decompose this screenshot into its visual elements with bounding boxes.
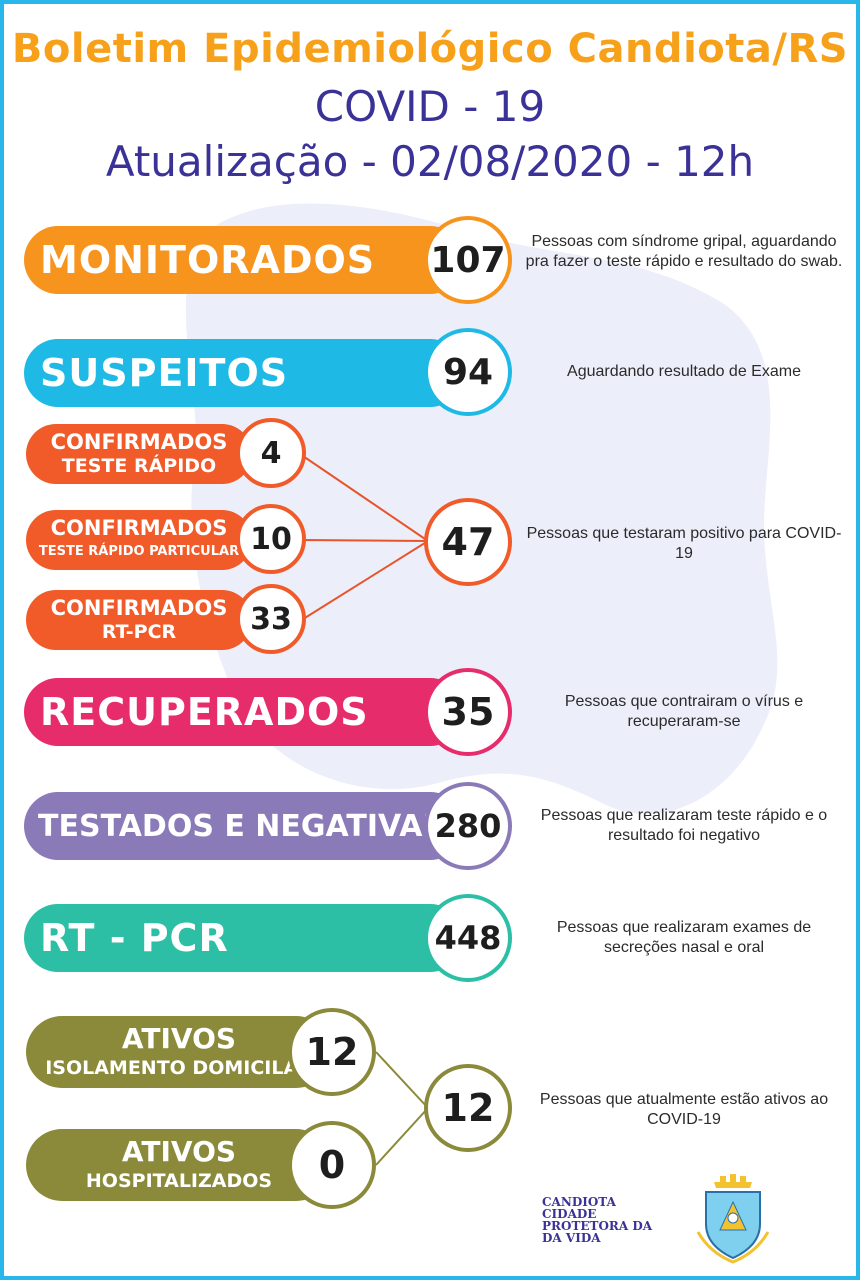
confirmados-rtpcr-line1: CONFIRMADOS (50, 596, 228, 620)
ativos-hospitalizados-line2: HOSPITALIZADOS (85, 1170, 273, 1192)
confirmados-rtpcr-line2: RT-PCR (101, 621, 177, 643)
monitorados-description: Pessoas com síndrome gripal, aguardando … (525, 233, 843, 270)
connector-lines (299, 453, 429, 1166)
recuperados-description: Pessoas que contrairam o vírus e recuper… (564, 693, 804, 730)
confirmados-teste-rapido-line1: CONFIRMADOS (50, 430, 228, 454)
bulletin-title: Boletim Epidemiológico Candiota/RS (11, 26, 849, 72)
monitorados-label: MONITORADOS (40, 238, 376, 282)
ativos-description: Pessoas que atualmente estão ativos ao C… (539, 1091, 829, 1128)
recuperados-bar: RECUPERADOS (24, 678, 464, 746)
ativos-total-count: 12 (424, 1064, 512, 1152)
confirmados-teste-rapido-line2: TESTE RÁPIDO (61, 455, 217, 477)
update-date: Atualização - 02/08/2020 - 12h (105, 137, 755, 186)
suspeitos-count: 94 (424, 328, 512, 416)
footer-line1: CANDIOTA (542, 1195, 616, 1209)
confirmados-particular-line1: CONFIRMADOS (50, 516, 228, 540)
coat-of-arms-icon (696, 1174, 770, 1264)
monitorados-count: 107 (424, 216, 512, 304)
confirmados-particular-count: 10 (236, 504, 306, 574)
monitorados-bar: MONITORADOS (24, 226, 464, 294)
rtpcr-label: RT - PCR (40, 916, 229, 960)
confirmados-rtpcr-count: 33 (236, 584, 306, 654)
ativos-domicilar-count: 12 (288, 1008, 376, 1096)
confirmados-description: Pessoas que testaram positivo para COVID… (526, 525, 842, 562)
footer-line2: CIDADE (542, 1207, 597, 1221)
confirmados-teste-rapido-bar: CONFIRMADOS TESTE RÁPIDO (26, 424, 252, 484)
footer-slogan: CANDIOTA CIDADE PROTETORA DA DA VIDA (542, 1196, 692, 1244)
recuperados-count: 35 (424, 668, 512, 756)
confirmados-rtpcr-bar: CONFIRMADOS RT-PCR (26, 590, 252, 650)
confirmados-total-count: 47 (424, 498, 512, 586)
confirmados-particular-bar: CONFIRMADOS TESTE RÁPIDO PARTICULAR (26, 510, 252, 570)
testados-bar: TESTADOS E NEGATIVADOS (24, 792, 464, 860)
testados-description: Pessoas que realizaram teste rápido e o … (540, 807, 828, 844)
testados-label: TESTADOS E NEGATIVADOS (38, 808, 464, 844)
ativos-hospitalizados-line1: ATIVOS (121, 1135, 237, 1168)
ativos-hospitalizados-bar: ATIVOS HOSPITALIZADOS (26, 1129, 332, 1201)
ativos-domicilar-line1: ATIVOS (121, 1022, 237, 1055)
suspeitos-label: SUSPEITOS (40, 351, 289, 395)
ativos-hospitalizados-count: 0 (288, 1121, 376, 1209)
suspeitos-description: Aguardando resultado de Exame (567, 363, 801, 380)
ativos-domicilar-bar: ATIVOS ISOLAMENTO DOMICILAR (26, 1016, 332, 1088)
confirmados-particular-line2: TESTE RÁPIDO PARTICULAR (38, 544, 240, 559)
bulletin-subtitle: COVID - 19 (314, 82, 546, 131)
rtpcr-count: 448 (424, 894, 512, 982)
footer-line3: PROTETORA DA (542, 1219, 653, 1233)
testados-count: 280 (424, 782, 512, 870)
suspeitos-bar: SUSPEITOS (24, 339, 464, 407)
footer-line4: DA VIDA (542, 1231, 601, 1245)
rtpcr-description: Pessoas que realizaram exames de secreçõ… (556, 919, 812, 956)
confirmados-teste-rapido-count: 4 (236, 418, 306, 488)
rtpcr-bar: RT - PCR (24, 904, 464, 972)
recuperados-label: RECUPERADOS (40, 690, 369, 734)
ativos-domicilar-line2: ISOLAMENTO DOMICILAR (45, 1057, 313, 1079)
